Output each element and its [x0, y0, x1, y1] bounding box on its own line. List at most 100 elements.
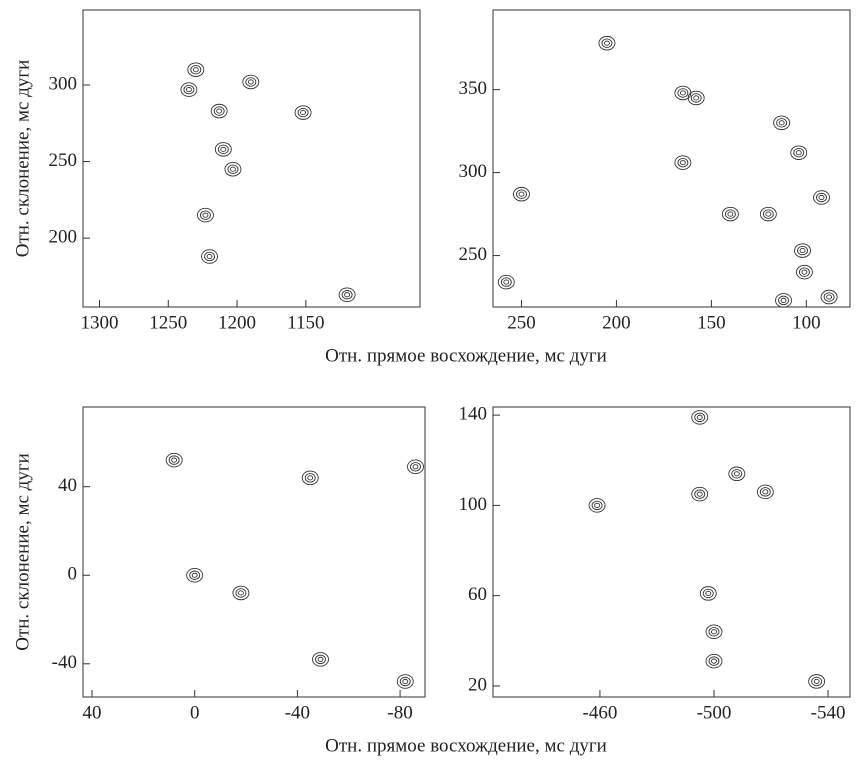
contour-ring — [217, 109, 222, 113]
contour-ring — [695, 490, 705, 499]
contour-ring — [513, 187, 529, 201]
x-tick-label: 0 — [190, 702, 200, 723]
contour-ring — [604, 41, 609, 45]
contour-ring — [188, 63, 204, 77]
contour-ring — [757, 485, 773, 499]
contour-ring — [238, 591, 243, 595]
contour-ring — [819, 195, 824, 199]
x-tick-label: -500 — [697, 702, 732, 723]
maser-spot — [692, 487, 708, 501]
x-tick-label: -80 — [387, 702, 412, 723]
contour-ring — [205, 252, 215, 261]
contour-ring — [709, 657, 719, 666]
contour-ring — [246, 78, 256, 87]
y-tick-label: 100 — [459, 494, 488, 515]
contour-ring — [190, 571, 200, 580]
maser-spot — [498, 275, 514, 289]
contour-ring — [298, 108, 308, 117]
contour-ring — [403, 679, 408, 683]
contour-ring — [817, 193, 827, 202]
contour-ring — [729, 467, 745, 481]
contour-ring — [732, 470, 742, 479]
maser-spot — [211, 104, 227, 118]
maser-spot — [791, 146, 807, 160]
y-tick-label: 300 — [49, 73, 78, 94]
maser-spot — [599, 36, 615, 50]
y-tick-label: 350 — [459, 78, 488, 99]
y-tick-label: 250 — [49, 150, 78, 171]
y-tick-label: 300 — [459, 161, 488, 182]
x-tick-label: 1200 — [218, 312, 256, 333]
contour-ring — [166, 453, 182, 467]
contour-ring — [498, 275, 514, 289]
contour-ring — [602, 39, 612, 48]
contour-ring — [595, 503, 600, 507]
contour-ring — [709, 628, 719, 637]
maser-spot — [675, 156, 691, 170]
x-tick-label: 250 — [507, 312, 536, 333]
contour-ring — [695, 413, 705, 422]
plot-frame — [83, 10, 420, 307]
plot-frame — [493, 10, 850, 307]
contour-ring — [694, 96, 699, 100]
contour-ring — [345, 293, 350, 297]
contour-ring — [711, 659, 716, 663]
x-tick-label: 1300 — [81, 312, 119, 333]
contour-ring — [184, 85, 194, 94]
contour-ring — [599, 36, 615, 50]
contour-ring — [774, 116, 790, 130]
x-axis-label: Отн. прямое восхождение, мс дуги — [325, 735, 607, 756]
contour-ring — [233, 586, 249, 600]
maser-spot — [295, 106, 311, 120]
maser-spot — [397, 675, 413, 689]
contour-ring — [678, 89, 688, 98]
y-tick-label: 140 — [459, 403, 488, 424]
y-tick-label: 0 — [68, 564, 78, 585]
contour-ring — [779, 121, 784, 125]
contour-ring — [193, 68, 198, 72]
contour-ring — [207, 254, 212, 258]
maser-spot — [202, 250, 218, 264]
contour-ring — [302, 471, 318, 485]
maser-spot — [722, 207, 738, 221]
contour-ring — [798, 246, 808, 255]
figure: 1300125012001150200250300Отн. склонение,… — [0, 0, 857, 758]
contour-ring — [172, 458, 177, 462]
contour-ring — [295, 106, 311, 120]
contour-ring — [305, 474, 315, 483]
maser-spot — [795, 244, 811, 258]
y-tick-label: 40 — [58, 475, 77, 496]
contour-ring — [236, 589, 246, 598]
maser-spot — [760, 207, 776, 221]
contour-ring — [781, 298, 786, 302]
plot-frame — [493, 407, 850, 697]
contour-ring — [218, 145, 228, 154]
x-tick-label: 150 — [697, 312, 726, 333]
contour-ring — [413, 465, 418, 469]
contour-ring — [313, 653, 329, 667]
maser-spot — [513, 187, 529, 201]
contour-ring — [760, 207, 776, 221]
contour-ring — [400, 677, 410, 686]
y-tick-label: 20 — [468, 674, 487, 695]
contour-ring — [697, 415, 702, 419]
contour-ring — [191, 65, 201, 74]
y-tick-label: 60 — [468, 584, 487, 605]
contour-ring — [776, 294, 792, 308]
contour-ring — [501, 278, 511, 287]
contour-ring — [796, 265, 812, 279]
maser-spot — [313, 653, 329, 667]
x-tick-label: -540 — [811, 702, 846, 723]
x-tick-label: -40 — [285, 702, 310, 723]
maser-spot — [408, 460, 424, 474]
contour-ring — [308, 476, 313, 480]
x-tick-label: -460 — [583, 702, 618, 723]
maser-spot — [225, 162, 241, 176]
contour-ring — [777, 119, 787, 128]
contour-ring — [318, 657, 323, 661]
x-tick-label: 1250 — [149, 312, 187, 333]
maser-spot — [774, 116, 790, 130]
contour-ring — [763, 490, 768, 494]
contour-ring — [342, 291, 352, 300]
contour-ring — [214, 107, 224, 116]
